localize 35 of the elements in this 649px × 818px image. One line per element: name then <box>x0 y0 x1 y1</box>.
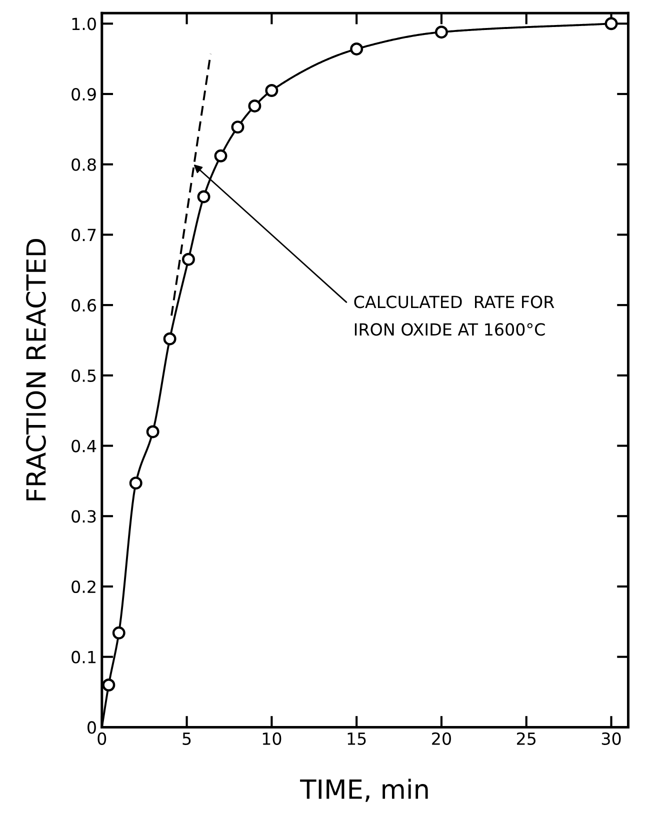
point <box>265 84 278 97</box>
point <box>102 678 116 692</box>
annotation: CALCULATED RATE FOR IRON OXIDE AT 1600°C <box>354 296 554 336</box>
y-tick-label: 0.9 <box>72 88 96 101</box>
point <box>182 252 195 266</box>
y-axis-title: FRACTION REACTED <box>26 239 46 500</box>
point <box>146 425 160 438</box>
x-tick-label: 10 <box>262 732 282 745</box>
y-tick-label: 0.8 <box>72 158 96 171</box>
point <box>434 26 448 39</box>
point <box>231 120 244 134</box>
y-tick-label: 1.0 <box>72 18 96 30</box>
x-tick-label: 25 <box>516 732 536 745</box>
x-tick-label: 0 <box>98 732 106 745</box>
y-tick-label: 0.5 <box>72 369 96 382</box>
x-tick-label: 15 <box>348 732 366 745</box>
point <box>214 149 228 162</box>
y-tick-label: 0 <box>88 721 96 734</box>
point <box>604 17 618 30</box>
point <box>112 626 126 640</box>
y-tick-label: 0.4 <box>72 440 96 452</box>
x-tick-label: 20 <box>432 732 451 745</box>
point <box>248 99 262 112</box>
y-tick-label: 0.7 <box>72 228 96 242</box>
point <box>197 190 210 204</box>
y-tick-label: 0.3 <box>72 510 96 523</box>
y-tick-label: 0.6 <box>72 299 96 312</box>
y-tick-label: 0.1 <box>72 650 96 664</box>
x-tick-label: 30 <box>602 732 621 745</box>
point <box>163 332 176 346</box>
x-tick-label: 5 <box>182 732 191 745</box>
point <box>129 476 142 490</box>
point <box>350 42 364 56</box>
x-axis-title: TIME, min <box>300 778 428 802</box>
y-tick-label: 0.2 <box>72 580 96 594</box>
